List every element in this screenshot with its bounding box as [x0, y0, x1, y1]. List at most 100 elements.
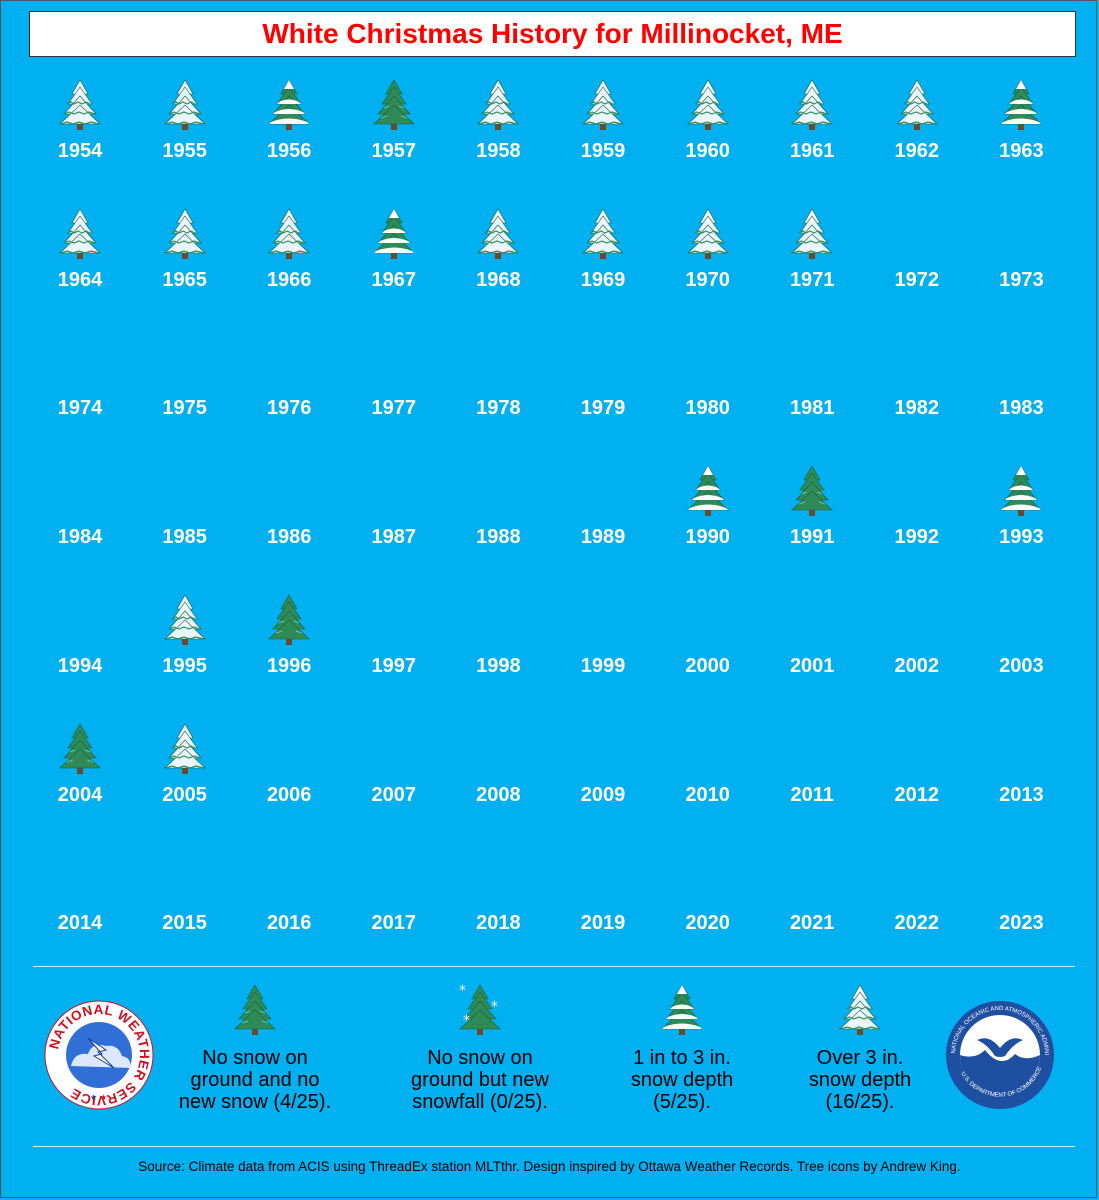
- year-cell: 2002: [865, 593, 969, 721]
- year-label: 2014: [57, 912, 103, 935]
- heavy-snow-tree-icon: [473, 207, 523, 261]
- year-cell: 1994: [28, 593, 132, 721]
- year-cell: 2015: [133, 850, 237, 978]
- heavy-snow-tree-icon: [160, 78, 210, 132]
- legend-line: ground and no: [190, 1069, 320, 1091]
- year-cell: 1956: [237, 78, 341, 206]
- heavy-snow-tree-icon: [683, 78, 733, 132]
- year-cell: 1974: [28, 335, 132, 463]
- svg-text:★: ★: [100, 1093, 107, 1102]
- year-label: 1958: [476, 140, 521, 162]
- year-cell: 2018: [446, 850, 550, 978]
- heavy-snow-tree-icon: [892, 78, 942, 132]
- year-cell: 1966: [237, 207, 341, 335]
- year-label: 1986: [266, 526, 312, 549]
- year-label: 1973: [999, 268, 1044, 291]
- light-snow-tree-icon: [996, 464, 1046, 518]
- year-label: 1990: [685, 526, 730, 549]
- legend-line: Over 3 in.: [816, 1047, 904, 1069]
- heavy-snow-tree-icon: [55, 78, 105, 132]
- year-label: 1978: [476, 397, 521, 420]
- year-label: 1991: [789, 526, 835, 549]
- year-cell: 1977: [342, 335, 446, 463]
- year-label: 2006: [266, 783, 312, 806]
- heavy-snow-tree-icon: [578, 207, 628, 261]
- year-cell: 2020: [656, 850, 760, 978]
- legend-line: ground but new: [411, 1069, 549, 1091]
- year-cell: 1958: [446, 78, 550, 206]
- year-label: 1975: [162, 397, 207, 420]
- legend-line: (5/25).: [653, 1091, 711, 1113]
- divider-top: [33, 966, 1075, 967]
- heavy-snow-tree-icon: [160, 207, 210, 261]
- year-cell: 1957: [342, 78, 446, 206]
- year-cell: 1995: [133, 593, 237, 721]
- green-tree-icon: [787, 464, 837, 518]
- year-label: 1968: [476, 268, 521, 291]
- year-cell: 2008: [446, 722, 550, 850]
- year-label: 1980: [685, 397, 730, 420]
- noaa-logo-icon: NOAA NATIONAL OCEANIC AND ATMOSPHERIC AD…: [943, 996, 1055, 1110]
- year-label: 1972: [894, 268, 940, 291]
- title-box: White Christmas History for Millinocket,…: [29, 11, 1076, 57]
- year-cell: 1963: [969, 78, 1073, 206]
- year-cell: 1999: [551, 593, 655, 721]
- year-label: 1982: [894, 397, 940, 420]
- year-label: 1955: [162, 140, 207, 162]
- heavy-snow-tree-icon: [160, 593, 210, 647]
- legend-line: new snow (4/25).: [178, 1091, 332, 1113]
- year-label: 1985: [162, 526, 207, 549]
- year-cell: 2006: [237, 722, 341, 850]
- year-label: 1970: [685, 268, 730, 291]
- legend-line: No snow on: [202, 1047, 308, 1069]
- year-cell: 1991: [760, 464, 864, 592]
- svg-text:★: ★: [90, 1093, 97, 1102]
- year-label: 1963: [999, 140, 1044, 162]
- legend-line: snow depth: [808, 1069, 912, 1091]
- year-label: 1976: [266, 397, 312, 420]
- year-cell: 1959: [551, 78, 655, 206]
- year-cell: 1961: [760, 78, 864, 206]
- year-label: 2016: [266, 912, 312, 935]
- year-cell: 1955: [133, 78, 237, 206]
- legend-text: 1 in to 3 in. snow depth (5/25).: [582, 1047, 782, 1113]
- legend-line: 1 in to 3 in.: [633, 1047, 731, 1069]
- year-label: 2010: [685, 783, 730, 806]
- year-label: 1996: [266, 654, 312, 677]
- divider-bottom: [33, 1146, 1075, 1147]
- light-snow-tree-icon: [996, 78, 1046, 132]
- year-label: 1981: [789, 397, 835, 420]
- year-label: 1957: [371, 140, 417, 162]
- year-label: 1984: [57, 526, 103, 549]
- year-label: 1988: [476, 526, 521, 549]
- year-cell: 1976: [237, 335, 341, 463]
- year-label: 2018: [476, 912, 521, 935]
- year-cell: 2003: [969, 593, 1073, 721]
- year-label: 2007: [371, 783, 417, 806]
- year-cell: 2013: [969, 722, 1073, 850]
- year-cell: 1975: [133, 335, 237, 463]
- year-label: 1979: [580, 397, 626, 420]
- noaa-center-text: NOAA: [982, 1027, 1018, 1041]
- year-label: 1993: [999, 526, 1044, 549]
- year-label: 1977: [371, 397, 417, 420]
- year-cell: 1985: [133, 464, 237, 592]
- year-label: 1969: [580, 268, 626, 291]
- year-cell: 1987: [342, 464, 446, 592]
- year-label: 2001: [789, 654, 835, 677]
- year-cell: 1967: [342, 207, 446, 335]
- heavy-snow-tree-icon: [55, 207, 105, 261]
- heavy-snow-tree-icon: [160, 722, 210, 776]
- legend-line: snowfall (0/25).: [412, 1091, 548, 1113]
- year-cell: 2007: [342, 722, 446, 850]
- year-cell: 2009: [551, 722, 655, 850]
- year-label: 2017: [371, 912, 417, 935]
- year-label: 1959: [580, 140, 626, 162]
- source-credit: Source: Climate data from ACIS using Thr…: [138, 1159, 961, 1174]
- year-cell: 1983: [969, 335, 1073, 463]
- svg-text:*: *: [459, 983, 466, 999]
- year-cell: 1981: [760, 335, 864, 463]
- year-cell: 2017: [342, 850, 446, 978]
- nws-logo-icon: NATIONAL WEATHER SERVICE ★ ★: [44, 1000, 154, 1110]
- light-snow-tree-icon: [264, 78, 314, 132]
